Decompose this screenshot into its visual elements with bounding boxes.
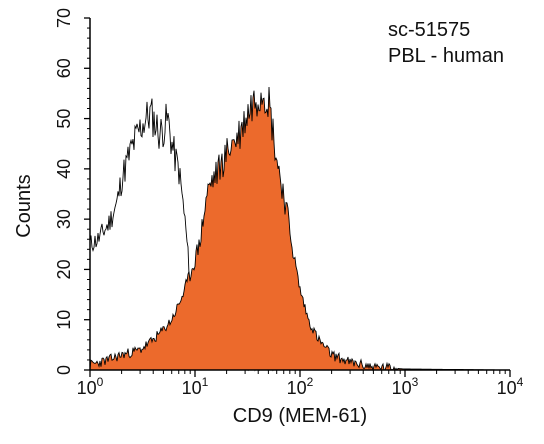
x-tick-label: 102 [287, 375, 314, 398]
x-tick-label: 104 [497, 375, 524, 398]
y-axis-label: Counts [13, 174, 35, 237]
x-axis-label: CD9 (MEM-61) [233, 405, 367, 427]
y-tick-label: 40 [54, 159, 74, 179]
series-layer [89, 86, 510, 372]
y-tick-label: 70 [54, 8, 74, 28]
x-tick-label: 103 [392, 375, 419, 398]
y-tick-label: 20 [54, 259, 74, 279]
sample-id-annotation: sc-51575 [388, 19, 471, 41]
sample-type-annotation: PBL - human [388, 45, 504, 67]
x-tick-label: 100 [77, 375, 104, 398]
x-tick-label: 101 [182, 375, 209, 398]
y-tick-label: 60 [54, 58, 74, 78]
y-tick-label: 10 [54, 310, 74, 330]
series-filled-histogram [90, 87, 510, 370]
y-tick-label: 50 [54, 109, 74, 129]
y-tick-label: 30 [54, 209, 74, 229]
y-ticks: 0 10 20 30 40 50 60 70 [54, 8, 90, 375]
y-tick-label: 0 [54, 365, 74, 375]
x-ticks: 100 101 102 103 104 [77, 370, 524, 398]
